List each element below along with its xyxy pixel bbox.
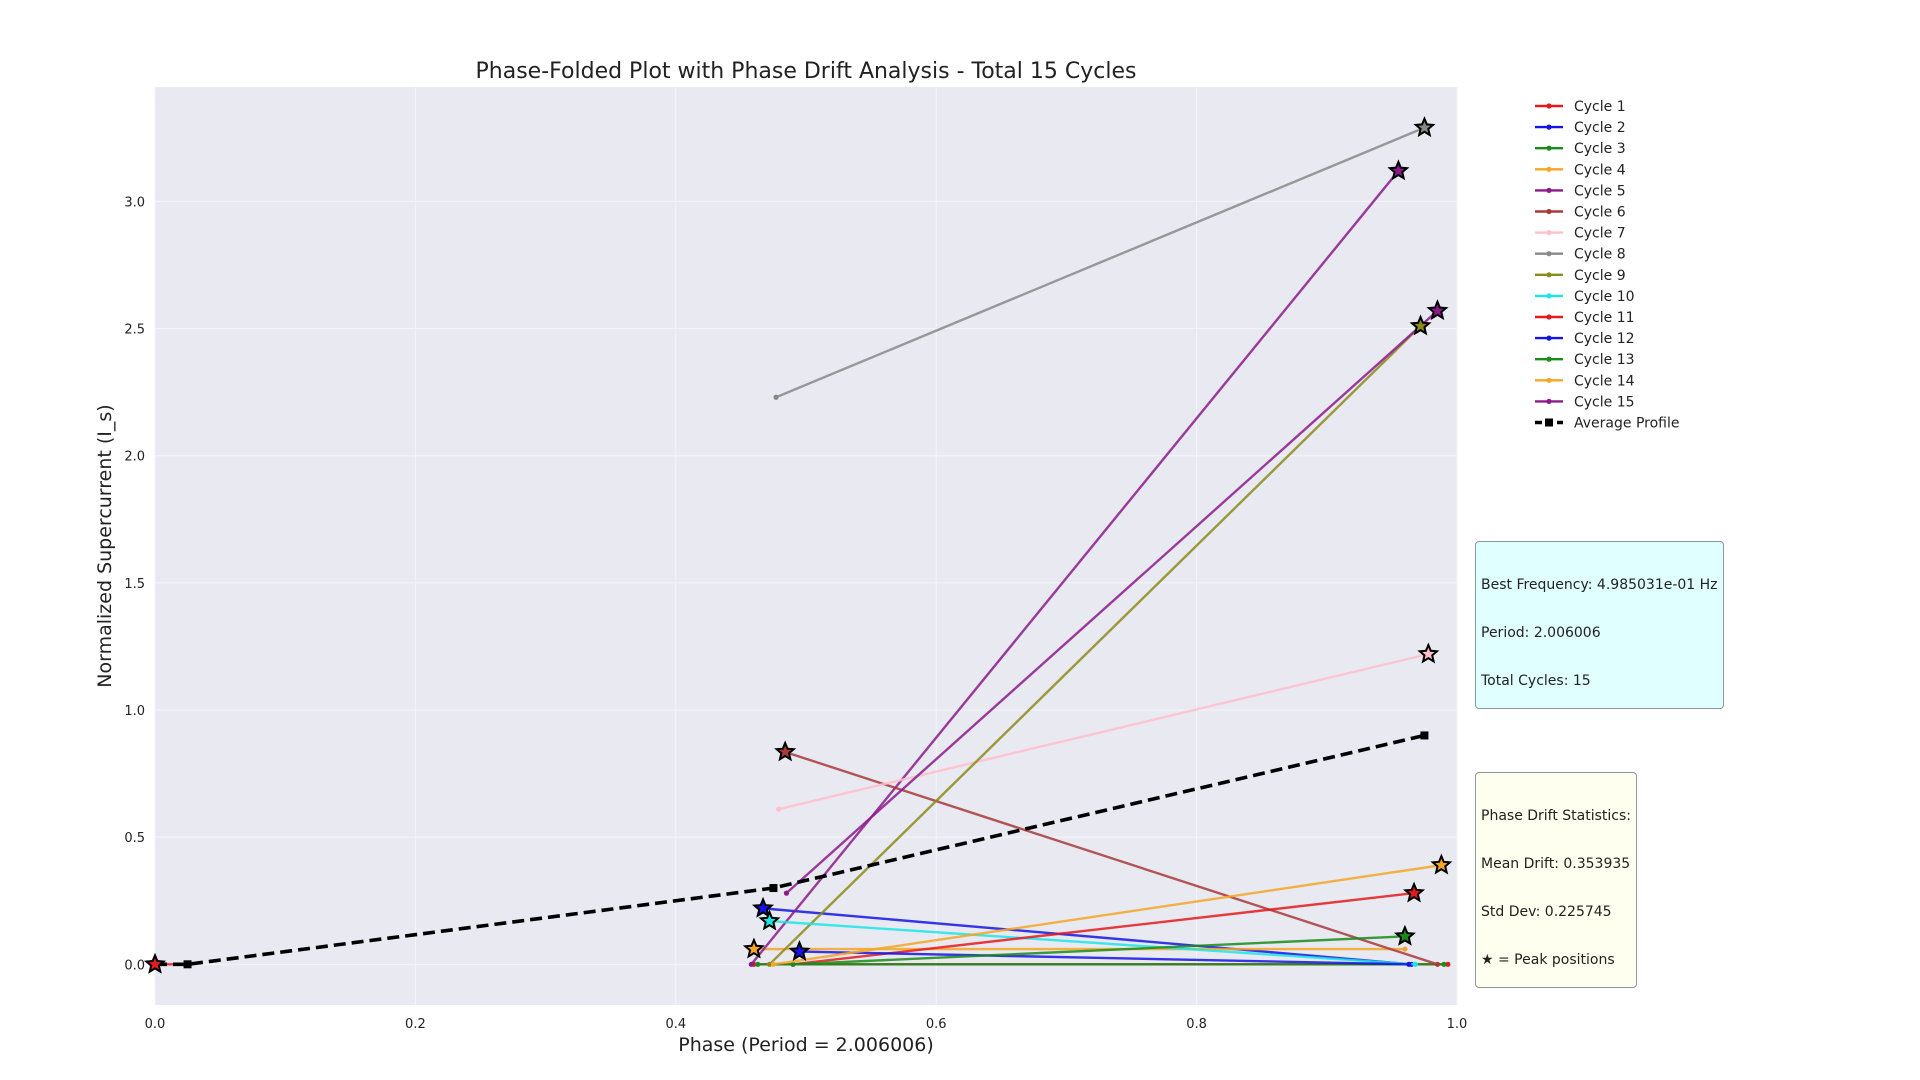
legend-marker [1546,125,1551,130]
data-point [784,891,789,896]
x-tick-label: 0.0 [145,1017,166,1032]
legend-label: Cycle 9 [1574,268,1626,284]
legend-label: Cycle 5 [1574,183,1626,199]
period-text: Period: 2.006006 [1481,625,1718,641]
plot-area [155,87,1457,1005]
data-point [771,962,776,967]
legend-marker [1546,357,1551,362]
best-frequency-text: Best Frequency: 4.985031e-01 Hz [1481,577,1718,593]
total-cycles-text: Total Cycles: 15 [1481,673,1718,689]
legend-marker [1546,293,1551,298]
y-tick-label: 0.5 [124,831,145,846]
legend-marker [1546,146,1551,151]
x-tick-label: 0.4 [665,1017,686,1032]
legend-label: Cycle 8 [1574,247,1626,263]
average-profile-marker [184,960,192,968]
legend-marker [1546,230,1551,235]
legend-marker [1546,251,1551,256]
phase-drift-box: Phase Drift Statistics: Mean Drift: 0.35… [1475,772,1637,988]
legend-marker [1546,103,1551,108]
legend-marker [1546,188,1551,193]
data-point [749,962,754,967]
legend-label: Cycle 11 [1574,310,1635,326]
frequency-info-box: Best Frequency: 4.985031e-01 Hz Period: … [1475,541,1724,709]
mean-drift-text: Mean Drift: 0.353935 [1481,856,1631,872]
data-point [1406,962,1411,967]
drift-heading-text: Phase Drift Statistics: [1481,808,1631,824]
std-dev-text: Std Dev: 0.225745 [1481,904,1631,920]
legend-marker [1546,378,1551,383]
x-tick-label: 0.8 [1186,1017,1207,1032]
legend-label: Cycle 15 [1574,394,1635,410]
x-tick-label: 0.2 [405,1017,426,1032]
legend-marker [1546,167,1551,172]
x-axis-label: Phase (Period = 2.006006) [678,1034,934,1056]
data-point [755,962,760,967]
legend-label: Cycle 2 [1574,120,1626,136]
x-axis-ticks: 0.0 0.2 0.4 0.6 0.8 1.0 [145,1017,1468,1032]
legend-label: Cycle 10 [1574,289,1635,305]
legend-label: Cycle 1 [1574,99,1626,115]
average-profile-marker [769,884,777,892]
y-tick-label: 2.5 [124,323,145,338]
x-tick-label: 1.0 [1447,1017,1468,1032]
y-tick-label: 3.0 [124,195,145,210]
data-point [776,807,781,812]
legend-marker [1546,314,1551,319]
y-axis-ticks: 0.0 0.5 1.0 1.5 2.0 2.5 3.0 [124,195,145,973]
legend-label: Cycle 13 [1574,352,1635,368]
legend-label: Cycle 3 [1574,141,1626,157]
average-profile-marker [1420,731,1428,739]
y-tick-label: 1.5 [124,577,145,592]
legend-marker [1546,336,1551,341]
legend-label: Average Profile [1574,416,1679,432]
legend-marker [1546,399,1551,404]
data-point [773,395,778,400]
legend-label: Cycle 12 [1574,331,1635,347]
peak-note-text: ★ = Peak positions [1481,952,1631,968]
data-point [1441,962,1446,967]
y-tick-label: 1.0 [124,704,145,719]
y-tick-label: 2.0 [124,450,145,465]
legend-marker [1545,419,1553,427]
legend-label: Cycle 7 [1574,226,1626,242]
legend-label: Cycle 4 [1574,162,1626,178]
y-tick-label: 0.0 [124,958,145,973]
chart-title: Phase-Folded Plot with Phase Drift Analy… [476,59,1137,84]
legend-label: Cycle 6 [1574,205,1626,221]
x-tick-label: 0.6 [926,1017,947,1032]
legend-label: Cycle 14 [1574,373,1635,389]
legend-marker [1546,272,1551,277]
y-axis-label: Normalized Supercurrent (I_s) [94,404,116,687]
legend: Cycle 1 Cycle 2 Cycle 3 Cycle 4 Cycle 5 Cycle… [1535,99,1679,432]
data-point [1413,962,1418,967]
legend-marker [1546,209,1551,214]
data-point [1435,962,1440,967]
data-point [1402,946,1407,951]
